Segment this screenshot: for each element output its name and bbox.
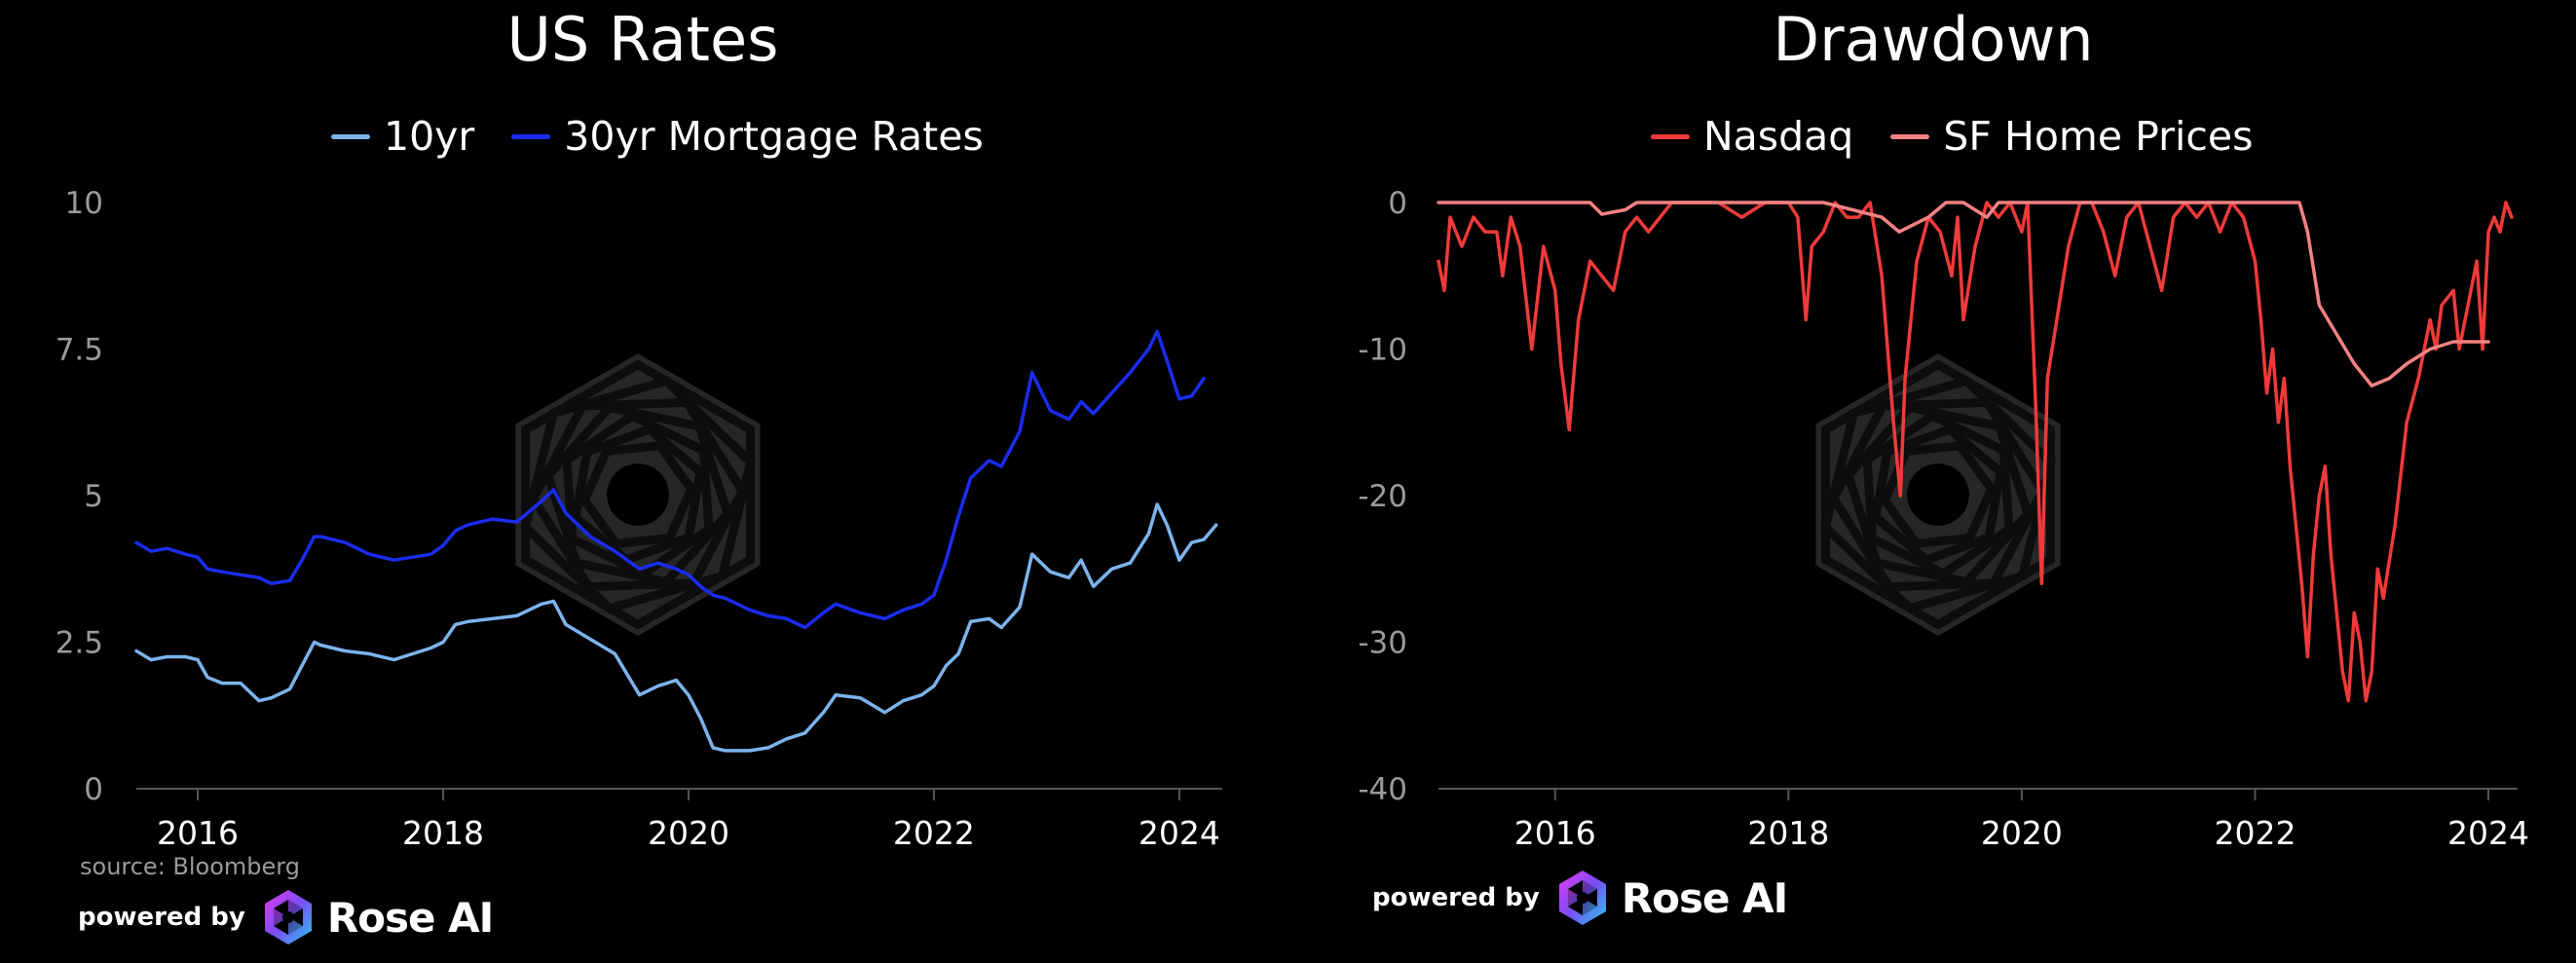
y-tick-label: -40 xyxy=(1358,772,1407,807)
x-tick-label: 2022 xyxy=(893,814,975,852)
series-line-10yr xyxy=(134,502,1218,753)
y-tick-label: 7.5 xyxy=(56,333,103,368)
legend-swatch xyxy=(331,133,370,139)
y-tick-label: 5 xyxy=(84,479,103,514)
brand-name: Rose AI xyxy=(326,893,494,942)
powered-by-text: powered by xyxy=(78,903,245,932)
source-note: source: Bloomberg xyxy=(80,853,300,880)
powered-by-badge: powered by Rose AI xyxy=(78,888,494,946)
legend-swatch xyxy=(1890,133,1930,139)
legend-item-sf-home-prices: SF Home Prices xyxy=(1890,113,2253,160)
x-tick-label: 2018 xyxy=(402,814,484,852)
series-line-nasdaq xyxy=(1437,201,2514,703)
drawdown-panel: Drawdown Nasdaq SF Home Prices 0 -10 -20 -3… xyxy=(1290,0,2576,963)
x-tick-label: 2016 xyxy=(1514,814,1596,852)
legend-item-10yr: 10yr xyxy=(331,113,474,160)
chart-title: US Rates xyxy=(506,4,779,75)
legend-label: SF Home Prices xyxy=(1943,113,2254,160)
watermark-logo xyxy=(515,353,761,636)
y-tick-label: 0 xyxy=(1388,186,1407,221)
x-tick-label: 2024 xyxy=(2447,814,2529,852)
y-tick-label: 0 xyxy=(84,772,103,807)
legend: Nasdaq SF Home Prices xyxy=(1651,113,2290,160)
legend-label: 30yr Mortgage Rates xyxy=(564,113,984,160)
chart-title: Drawdown xyxy=(1773,4,2094,75)
rose-ai-logo-icon xyxy=(1558,870,1606,925)
us-rates-plot: 0 2.5 5 7.5 10 2016 2018 2020 2022 2024 xyxy=(56,186,1222,852)
x-tick-label: 2016 xyxy=(157,814,239,852)
series-line-sf-home-prices xyxy=(1437,201,2490,388)
brand-name: Rose AI xyxy=(1621,873,1788,922)
y-tick-label: 10 xyxy=(65,186,103,221)
x-tick-label: 2018 xyxy=(1747,814,1829,852)
legend-swatch xyxy=(1651,133,1690,139)
rose-ai-logo-icon xyxy=(264,890,312,944)
x-tick-label: 2020 xyxy=(648,814,729,852)
legend-item-30yr-mortgage: 30yr Mortgage Rates xyxy=(511,113,984,160)
us-rates-panel: US Rates 10yr 30yr Mortgage Rates 0 2.5 5 7… xyxy=(0,0,1286,963)
legend-item-nasdaq: Nasdaq xyxy=(1651,113,1853,160)
drawdown-plot: 0 -10 -20 -30 -40 2016 2018 2020 2022 2024 xyxy=(1358,186,2529,852)
series-line-30yr-mortgage-rates xyxy=(134,329,1206,630)
y-tick-label: -20 xyxy=(1358,479,1407,514)
x-tick-label: 2020 xyxy=(1981,814,2063,852)
powered-by-badge: powered by Rose AI xyxy=(1372,869,1788,927)
y-tick-label: -30 xyxy=(1358,626,1407,661)
y-tick-label: -10 xyxy=(1358,333,1407,368)
x-tick-label: 2024 xyxy=(1139,814,1220,852)
powered-by-text: powered by xyxy=(1372,883,1540,912)
legend: 10yr 30yr Mortgage Rates xyxy=(331,113,1021,160)
legend-swatch xyxy=(511,133,551,139)
watermark-logo xyxy=(1815,353,2061,636)
x-tick-label: 2022 xyxy=(2214,814,2296,852)
legend-label: 10yr xyxy=(384,113,475,160)
y-tick-label: 2.5 xyxy=(56,626,103,661)
legend-label: Nasdaq xyxy=(1703,113,1854,160)
